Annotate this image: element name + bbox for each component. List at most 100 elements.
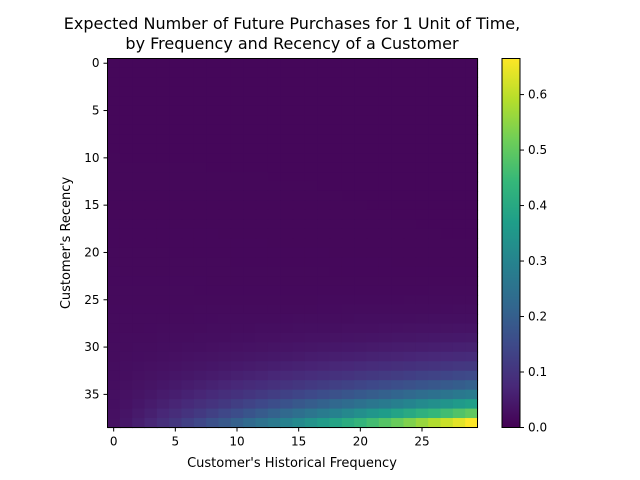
heatmap-cell (206, 370, 220, 381)
heatmap-cell (329, 115, 343, 126)
heatmap-cell (329, 124, 343, 135)
heatmap-cell (243, 67, 257, 79)
heatmap-cell (206, 181, 220, 192)
heatmap-cell (366, 408, 380, 419)
heatmap-cell (193, 295, 207, 306)
heatmap-cell (304, 418, 318, 429)
heatmap-cell (169, 408, 183, 419)
heatmap-cell (329, 380, 343, 391)
heatmap-cell (354, 172, 368, 183)
heatmap-cell (428, 361, 442, 372)
heatmap-cell (440, 257, 454, 268)
heatmap-cell (354, 295, 368, 306)
heatmap-cell (169, 399, 183, 410)
heatmap-cell (378, 105, 392, 116)
heatmap-cell (366, 96, 380, 107)
heatmap-cell (329, 257, 343, 268)
heatmap-cell (329, 351, 343, 362)
heatmap-cell (206, 105, 220, 116)
heatmap-cell (403, 304, 417, 315)
heatmap-cell (218, 285, 232, 296)
heatmap-cell (169, 389, 183, 400)
heatmap-cell (144, 172, 158, 183)
heatmap-cell (156, 67, 170, 79)
heatmap-cell (403, 143, 417, 154)
heatmap-cell (465, 115, 479, 126)
heatmap-cell (465, 285, 479, 296)
heatmap-cell (218, 200, 232, 211)
heatmap-cell (230, 247, 244, 258)
heatmap-cell (292, 323, 306, 334)
heatmap-cell (452, 285, 466, 296)
heatmap-cell (317, 313, 331, 325)
heatmap-cell (378, 323, 392, 334)
heatmap-cell (132, 105, 146, 116)
heatmap-cell (465, 361, 479, 372)
heatmap-cell (181, 266, 195, 277)
heatmap-cell (366, 304, 380, 315)
heatmap-cell (193, 181, 207, 192)
heatmap-cell (267, 380, 281, 391)
heatmap-cell (132, 304, 146, 315)
heatmap-cell (415, 351, 429, 362)
heatmap-cell (230, 96, 244, 107)
heatmap-cell (119, 408, 133, 419)
heatmap-cell (280, 105, 294, 116)
heatmap-cell (255, 332, 269, 343)
heatmap-cell (193, 323, 207, 334)
heatmap-cell (378, 96, 392, 107)
heatmap-cell (169, 418, 183, 429)
heatmap-cell (354, 228, 368, 239)
heatmap-cell (403, 418, 417, 429)
heatmap-cell (230, 219, 244, 230)
heatmap-cell (304, 361, 318, 372)
heatmap-cell (440, 67, 454, 79)
heatmap-cell (403, 124, 417, 135)
heatmap-cell (267, 408, 281, 419)
heatmap-cell (119, 219, 133, 230)
heatmap-cell (206, 115, 220, 126)
heatmap-cell (119, 181, 133, 192)
heatmap-cell (378, 342, 392, 353)
heatmap-cell (156, 96, 170, 107)
heatmap-cell (378, 200, 392, 211)
heatmap-cell (181, 285, 195, 296)
heatmap-cell (156, 399, 170, 410)
heatmap-cell (465, 332, 479, 343)
heatmap-cell (329, 266, 343, 277)
heatmap-cell (119, 323, 133, 334)
heatmap-cell (440, 228, 454, 239)
heatmap-cell (317, 399, 331, 410)
heatmap-cell (206, 238, 220, 249)
heatmap-cell (415, 332, 429, 343)
heatmap-cell (119, 361, 133, 372)
heatmap-cell (465, 86, 479, 97)
heatmap-cell (206, 266, 220, 277)
heatmap-cell (452, 304, 466, 315)
heatmap-cell (378, 172, 392, 183)
heatmap-cell (378, 399, 392, 410)
heatmap-cell (292, 209, 306, 220)
heatmap-cell (218, 295, 232, 306)
heatmap-cell (181, 143, 195, 154)
heatmap-cell (415, 209, 429, 220)
heatmap-cell (403, 399, 417, 410)
heatmap-cell (465, 266, 479, 277)
heatmap-cell (341, 77, 355, 88)
heatmap-cell (230, 124, 244, 135)
heatmap-cell (280, 77, 294, 88)
heatmap-cell (230, 276, 244, 287)
heatmap-cell (107, 115, 121, 126)
heatmap-cell (255, 247, 269, 258)
heatmap-cell (403, 86, 417, 97)
heatmap-cell (341, 209, 355, 220)
heatmap-cell (181, 228, 195, 239)
heatmap-cell (428, 58, 442, 69)
heatmap-cell (119, 380, 133, 391)
heatmap-cell (243, 209, 257, 220)
heatmap-cell (156, 332, 170, 343)
heatmap-cell (428, 228, 442, 239)
heatmap-cell (329, 313, 343, 325)
heatmap-cell (452, 181, 466, 192)
heatmap-cell (415, 228, 429, 239)
